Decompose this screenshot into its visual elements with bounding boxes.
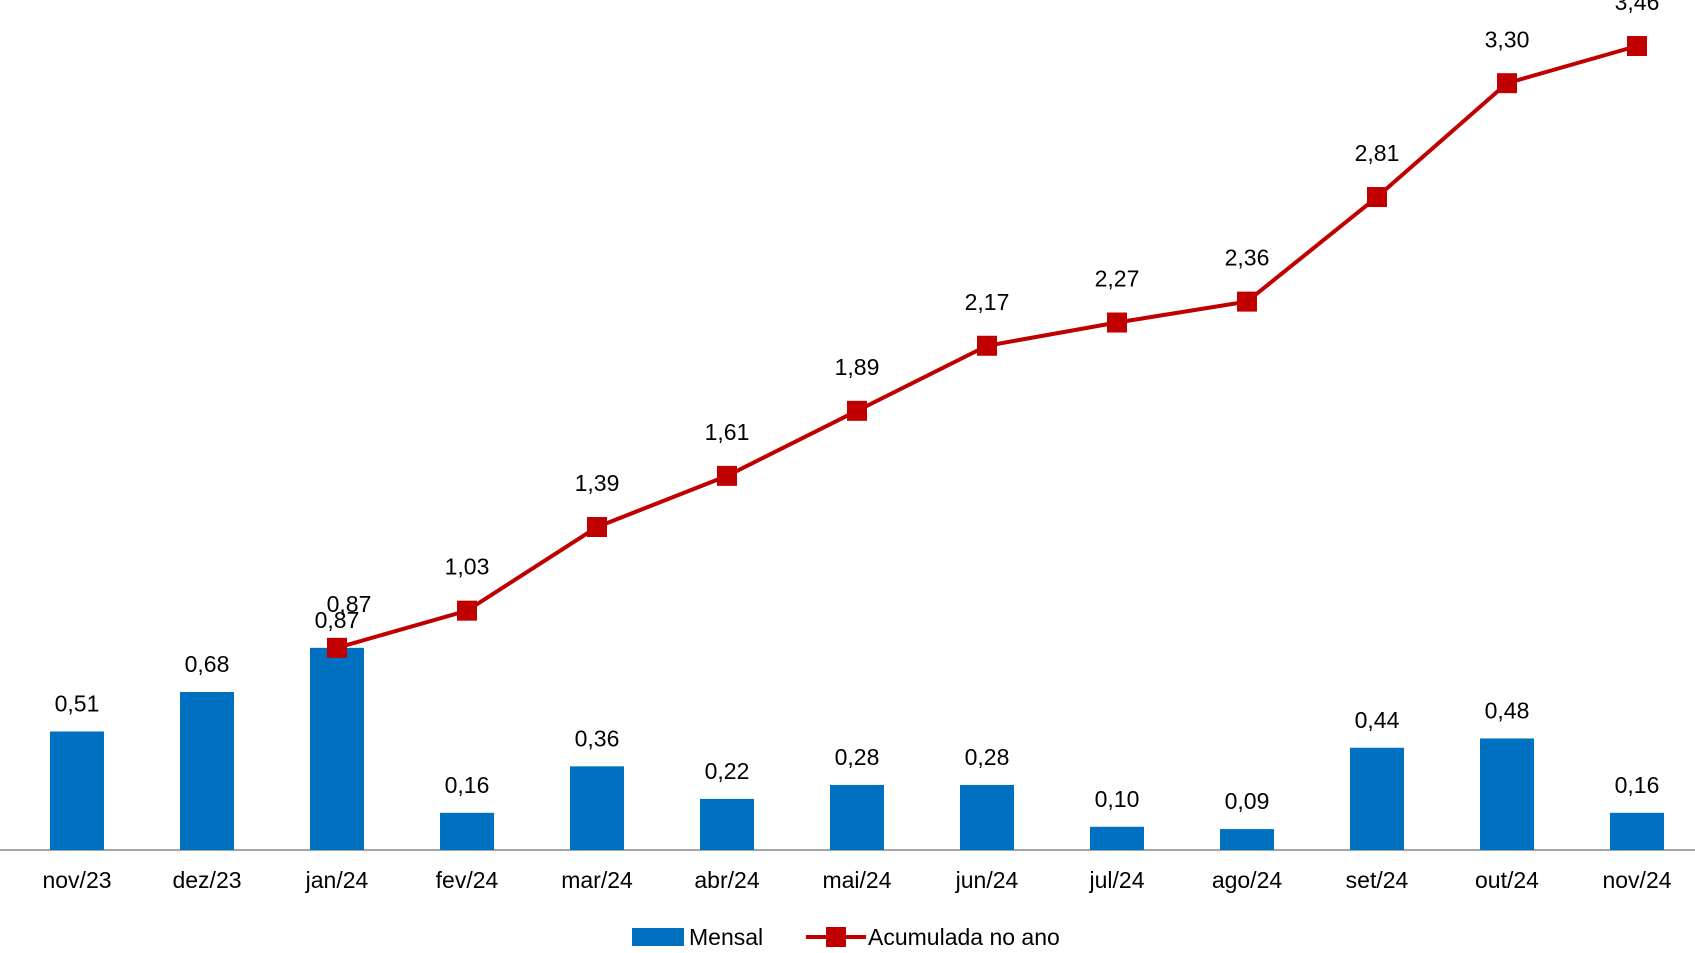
- legend-swatch: [632, 928, 684, 946]
- data-label: 1,89: [835, 354, 880, 380]
- data-label: 1,03: [445, 554, 490, 580]
- data-label: 3,30: [1485, 26, 1530, 52]
- bar: [830, 784, 884, 850]
- data-label: 0,16: [1615, 772, 1660, 798]
- marker: [327, 637, 347, 658]
- data-label: 0,09: [1225, 788, 1270, 814]
- bar: [700, 798, 754, 850]
- x-tick-label: dez/23: [172, 867, 241, 893]
- x-tick-label: mar/24: [561, 867, 633, 893]
- data-label: 0,51: [55, 691, 100, 717]
- x-tick-label: ago/24: [1212, 867, 1283, 893]
- bar: [570, 766, 624, 850]
- x-tick-label: nov/24: [1602, 867, 1671, 893]
- data-label: 0,36: [575, 725, 620, 751]
- legend-swatch: [826, 927, 846, 947]
- data-label: 0,10: [1095, 786, 1140, 812]
- data-label: 0,44: [1355, 707, 1400, 733]
- x-tick-label: mai/24: [822, 867, 891, 893]
- data-label: 0,68: [185, 651, 230, 677]
- bar: [960, 784, 1014, 850]
- x-tick-label: fev/24: [436, 867, 499, 893]
- x-tick-label: jun/24: [955, 867, 1019, 893]
- bar: [1480, 738, 1534, 850]
- x-tick-label: out/24: [1475, 867, 1539, 893]
- x-tick-label: abr/24: [694, 867, 759, 893]
- bar: [180, 691, 234, 850]
- x-tick-label: jan/24: [305, 867, 369, 893]
- marker: [1497, 73, 1517, 94]
- x-tick-label: set/24: [1346, 867, 1409, 893]
- legend-label: Mensal: [689, 924, 763, 950]
- data-label: 2,27: [1095, 266, 1140, 292]
- data-label: 0,48: [1485, 698, 1530, 724]
- marker: [847, 400, 867, 421]
- data-label: 1,61: [705, 419, 750, 445]
- data-label: 2,36: [1225, 245, 1270, 271]
- marker: [587, 517, 607, 538]
- data-label: 0,16: [445, 772, 490, 798]
- marker: [1237, 291, 1257, 312]
- data-label: 0,28: [835, 744, 880, 770]
- data-label: 1,39: [575, 470, 620, 496]
- data-label: 0,87: [315, 607, 360, 633]
- bar: [1350, 747, 1404, 850]
- data-label: 0,87: [327, 591, 372, 617]
- bar: [1220, 829, 1274, 850]
- bar: [1610, 812, 1664, 850]
- data-label: 3,46: [1615, 0, 1660, 15]
- data-label: 2,17: [965, 289, 1010, 315]
- marker: [717, 465, 737, 486]
- x-tick-label: nov/23: [42, 867, 111, 893]
- marker: [457, 600, 477, 621]
- marker: [1107, 312, 1127, 333]
- legend-label: Acumulada no ano: [868, 924, 1060, 950]
- x-tick-label: jul/24: [1089, 867, 1145, 893]
- data-label: 0,28: [965, 744, 1010, 770]
- marker: [1367, 187, 1387, 208]
- data-label: 2,81: [1355, 140, 1400, 166]
- marker: [977, 335, 997, 356]
- bar: [1090, 826, 1144, 850]
- bar: [440, 812, 494, 850]
- marker: [1627, 36, 1647, 56]
- bar: [50, 731, 104, 850]
- bar: [310, 647, 364, 850]
- data-label: 0,22: [705, 758, 750, 784]
